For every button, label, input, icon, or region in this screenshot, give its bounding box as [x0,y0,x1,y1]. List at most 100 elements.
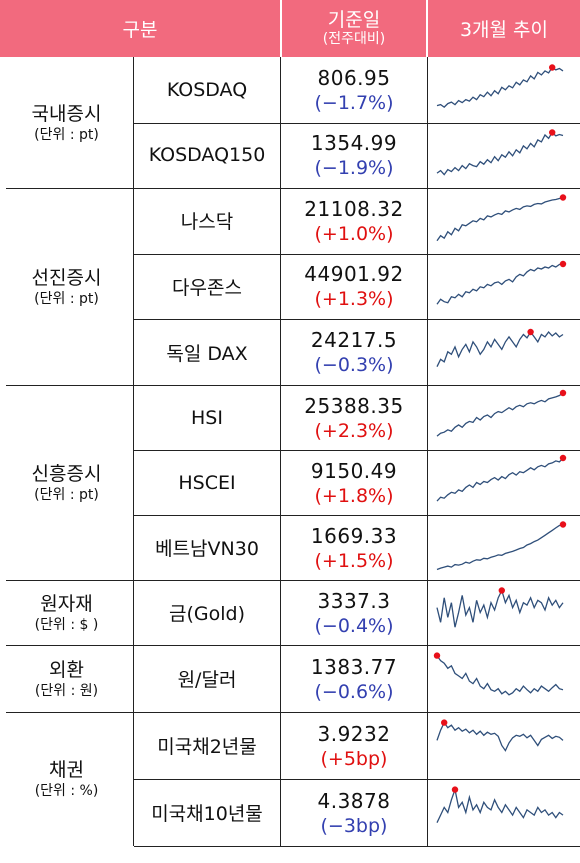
sparkline-path [436,196,564,242]
category-name: 원자재 [40,592,93,615]
header-trend-label: 3개월 추이 [459,19,549,41]
group-divider [6,385,580,386]
trend-sparkline [436,329,564,368]
trend-sparkline [436,719,564,752]
column-divider [133,57,134,846]
item-value: 21108.32 [304,196,404,221]
item-value: 3.9232 [317,721,391,746]
item-change: (−3bp) [320,814,388,837]
category-cell: 외환 (단위 : 원) [0,645,133,712]
row-divider [134,253,580,255]
item-name: 미국채10년물 [151,803,263,825]
header-base-date: 기준일 (전주대비) [282,0,426,57]
item-name: 미국채2년물 [157,736,257,758]
item-value: 1354.99 [310,131,398,156]
value-cell: 3.9232 (+5bp) [281,712,427,779]
item-name-cell: 독일 DAX [134,319,280,385]
item-name-cell: KOSDAQ [134,57,280,123]
sparkline-peak-marker [527,329,534,336]
item-name: 독일 DAX [166,342,248,365]
row-divider [134,450,580,451]
item-name: 다우존스 [172,276,242,299]
category-cell: 채권 (단위 : %) [0,712,133,846]
group-divider [6,712,580,713]
sparkline-peak-marker [559,454,567,462]
item-name-cell: 베트남VN30 [134,515,280,580]
sparkline-peak-marker [441,719,448,726]
item-value: 9150.49 [310,458,398,483]
item-name: 금(Gold) [169,603,245,625]
value-cell: 44901.92 (+1.3%) [281,254,427,320]
item-change: (+5bp) [320,747,388,770]
category-cell: 원자재 (단위 : $ ) [0,580,133,645]
category-unit: (단위 : pt) [34,290,99,307]
category-unit: (단위 : 원) [34,682,99,699]
item-change: (−1.7%) [314,91,394,114]
sparkline-peak-marker [559,389,567,397]
item-value: 24217.5 [310,328,398,353]
group-divider [6,645,580,646]
trend-sparkline [433,652,564,696]
header-category-label: 구분 [122,19,158,41]
category-cell: 선진증시 (단위 : pt) [0,188,133,385]
sparkline-peak-marker [559,521,567,528]
value-cell: 24217.5 (−0.3%) [281,319,427,385]
row-divider [134,319,580,321]
category-name: 국내증시 [31,102,102,125]
sparkline-path [436,392,564,437]
item-name: HSI [191,406,223,429]
category-unit: (단위 : $ ) [34,616,99,633]
sparkline-path [436,331,564,368]
item-change: (−0.6%) [314,680,394,703]
sparkline-path [436,523,564,571]
item-change: (−1.9%) [314,157,394,180]
sparkline-peak-marker [498,587,505,594]
item-value: 25388.35 [304,393,404,418]
category-unit: (단위 : pt) [34,126,99,143]
item-name: KOSDAQ150 [148,144,266,167]
category-unit: (단위 : pt) [34,486,99,503]
value-cell: 1383.77 (−0.6%) [281,645,427,712]
header-base-date-sub: (전주대비) [322,31,386,47]
sparkline-path [436,588,564,628]
item-name: HSCEI [178,471,236,494]
value-cell: 3337.3 (−0.4%) [281,580,427,645]
item-name-cell: HSCEI [134,450,280,515]
category-cell: 국내증시 (단위 : pt) [0,57,133,188]
trend-sparkline [436,389,567,437]
sparkline-path [436,655,564,696]
item-value: 44901.92 [304,262,404,287]
sparkline-path [436,263,564,305]
item-name: 베트남VN30 [155,538,259,560]
item-name-cell: KOSDAQ150 [134,123,280,189]
table-bottom-border [134,846,580,847]
trend-sparkline [436,64,564,108]
item-change: (+2.3%) [314,419,394,442]
category-name: 선진증시 [31,266,102,289]
sparkline-peak-marker [559,260,567,267]
category-name: 신흥증시 [31,462,102,485]
trend-sparkline [436,454,567,502]
item-value: 806.95 [317,65,391,90]
sparkline-peak-marker [549,128,556,136]
item-change: (+1.0%) [314,222,394,245]
item-name-cell: 다우존스 [134,254,280,320]
item-name-cell: 금(Gold) [134,580,280,645]
header-base-date-label: 기준일 [327,9,381,31]
value-cell: 806.95 (−1.7%) [281,57,427,123]
row-divider [134,779,580,780]
header-divider [280,0,282,57]
item-change: (+1.3%) [314,288,394,311]
sparkline-peak-marker [559,194,567,201]
item-value: 1669.33 [310,523,398,548]
trend-sparkline [436,786,564,823]
group-divider [6,188,580,189]
value-cell: 1354.99 (−1.9%) [281,123,427,189]
group-divider [6,580,580,581]
item-value: 1383.77 [310,654,398,679]
trend-sparkline [436,521,567,571]
value-cell: 1669.33 (+1.5%) [281,515,427,580]
item-name-cell: 미국채10년물 [134,779,280,846]
item-change: (+1.8%) [314,484,394,507]
